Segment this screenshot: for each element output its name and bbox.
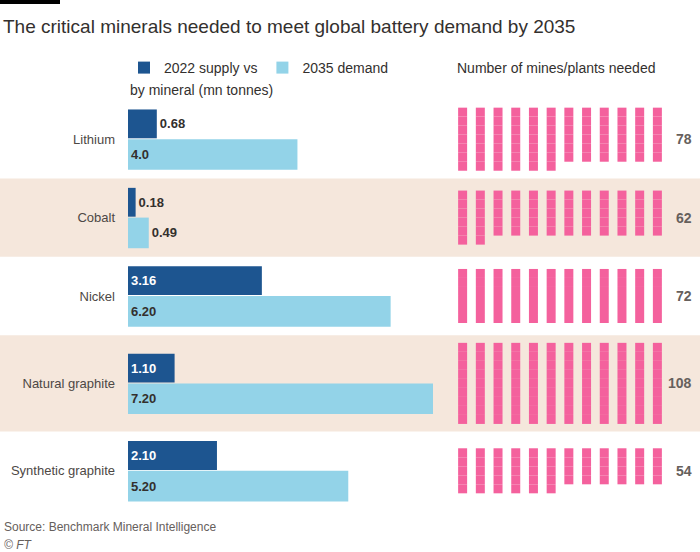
svg-text:0.18: 0.18	[139, 195, 164, 210]
svg-text:4.0: 4.0	[131, 147, 149, 162]
svg-text:7.20: 7.20	[131, 391, 156, 406]
svg-text:2035 demand: 2035 demand	[302, 60, 388, 76]
svg-text:by mineral (mn tonnes): by mineral (mn tonnes)	[130, 82, 273, 98]
svg-text:72: 72	[676, 288, 692, 304]
svg-text:The critical minerals needed t: The critical minerals needed to meet glo…	[3, 16, 575, 37]
svg-text:5.20: 5.20	[131, 479, 156, 494]
svg-text:2.10: 2.10	[131, 448, 156, 463]
svg-text:© FT: © FT	[4, 538, 33, 552]
svg-text:Source: Benchmark Mineral Inte: Source: Benchmark Mineral Intelligence	[4, 520, 216, 534]
svg-text:2022 supply vs: 2022 supply vs	[164, 60, 257, 76]
svg-text:0.68: 0.68	[160, 116, 185, 131]
svg-text:Natural graphite: Natural graphite	[23, 376, 116, 391]
svg-text:3.16: 3.16	[131, 273, 156, 288]
svg-text:62: 62	[676, 210, 692, 226]
svg-text:6.20: 6.20	[131, 304, 156, 319]
svg-text:Number of mines/plants needed: Number of mines/plants needed	[457, 60, 655, 76]
svg-text:0.49: 0.49	[152, 225, 177, 240]
svg-text:Nickel: Nickel	[80, 289, 116, 304]
svg-text:108: 108	[668, 375, 692, 391]
svg-text:1.10: 1.10	[131, 361, 156, 376]
svg-text:78: 78	[676, 131, 692, 147]
svg-text:54: 54	[676, 463, 692, 479]
svg-text:Synthetic graphite: Synthetic graphite	[11, 463, 115, 478]
svg-text:Cobalt: Cobalt	[77, 210, 115, 225]
svg-text:Lithium: Lithium	[73, 132, 115, 147]
